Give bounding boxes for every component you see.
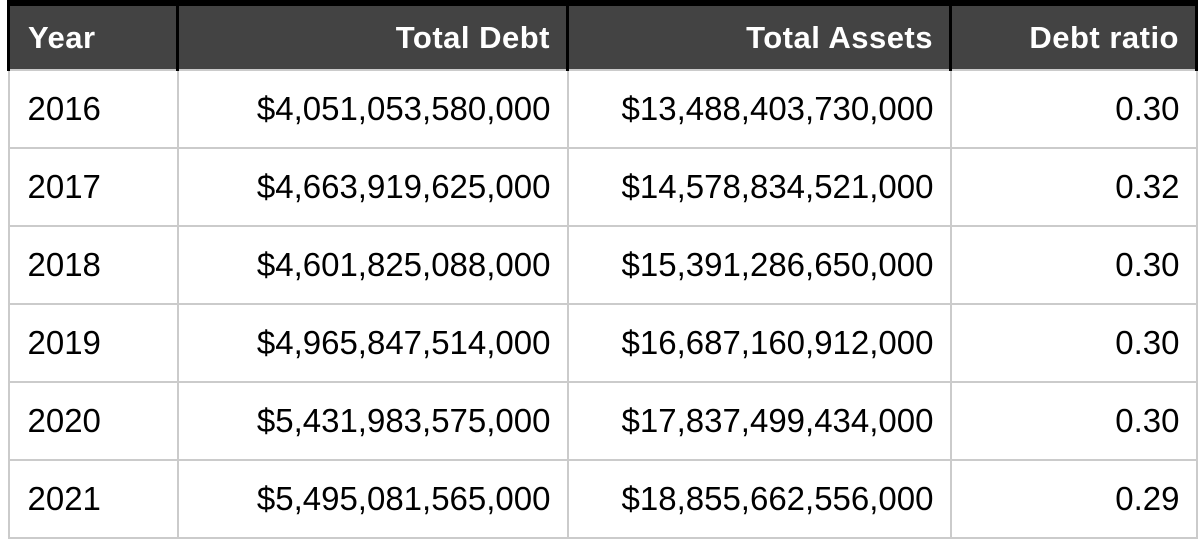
debt-ratio-table: Year Total Debt Total Assets Debt ratio … <box>7 0 1198 539</box>
cell-total-assets: $14,578,834,521,000 <box>566 147 952 227</box>
cell-total-assets: $16,687,160,912,000 <box>566 303 952 383</box>
cell-total-debt: $5,431,983,575,000 <box>176 381 569 461</box>
table-row-2017: 2017 $4,663,919,625,000 $14,578,834,521,… <box>7 147 1198 227</box>
column-header-year: Year <box>7 0 179 71</box>
cell-debt-ratio: 0.30 <box>949 303 1198 383</box>
column-header-total-assets: Total Assets <box>566 0 952 71</box>
cell-debt-ratio: 0.30 <box>949 69 1198 149</box>
cell-total-assets: $15,391,286,650,000 <box>566 225 952 305</box>
cell-debt-ratio: 0.29 <box>949 459 1198 539</box>
table-row-2019: 2019 $4,965,847,514,000 $16,687,160,912,… <box>7 303 1198 383</box>
header-row: Year Total Debt Total Assets Debt ratio <box>7 0 1198 71</box>
column-header-total-debt: Total Debt <box>176 0 569 71</box>
table-row-2018: 2018 $4,601,825,088,000 $15,391,286,650,… <box>7 225 1198 305</box>
cell-debt-ratio: 0.30 <box>949 381 1198 461</box>
column-header-debt-ratio: Debt ratio <box>949 0 1198 71</box>
cell-year: 2017 <box>7 147 179 227</box>
cell-total-debt: $4,051,053,580,000 <box>176 69 569 149</box>
table-row-2016: 2016 $4,051,053,580,000 $13,488,403,730,… <box>7 69 1198 149</box>
cell-debt-ratio: 0.32 <box>949 147 1198 227</box>
cell-debt-ratio: 0.30 <box>949 225 1198 305</box>
cell-year: 2020 <box>7 381 179 461</box>
cell-year: 2018 <box>7 225 179 305</box>
cell-year: 2019 <box>7 303 179 383</box>
cell-total-debt: $4,601,825,088,000 <box>176 225 569 305</box>
financial-table-container: Year Total Debt Total Assets Debt ratio … <box>7 0 1198 539</box>
cell-total-assets: $18,855,662,556,000 <box>566 459 952 539</box>
cell-total-assets: $17,837,499,434,000 <box>566 381 952 461</box>
cell-total-debt: $5,495,081,565,000 <box>176 459 569 539</box>
table-row-2021: 2021 $5,495,081,565,000 $18,855,662,556,… <box>7 459 1198 539</box>
cell-total-assets: $13,488,403,730,000 <box>566 69 952 149</box>
cell-year: 2016 <box>7 69 179 149</box>
cell-total-debt: $4,663,919,625,000 <box>176 147 569 227</box>
cell-total-debt: $4,965,847,514,000 <box>176 303 569 383</box>
cell-year: 2021 <box>7 459 179 539</box>
table-row-2020: 2020 $5,431,983,575,000 $17,837,499,434,… <box>7 381 1198 461</box>
